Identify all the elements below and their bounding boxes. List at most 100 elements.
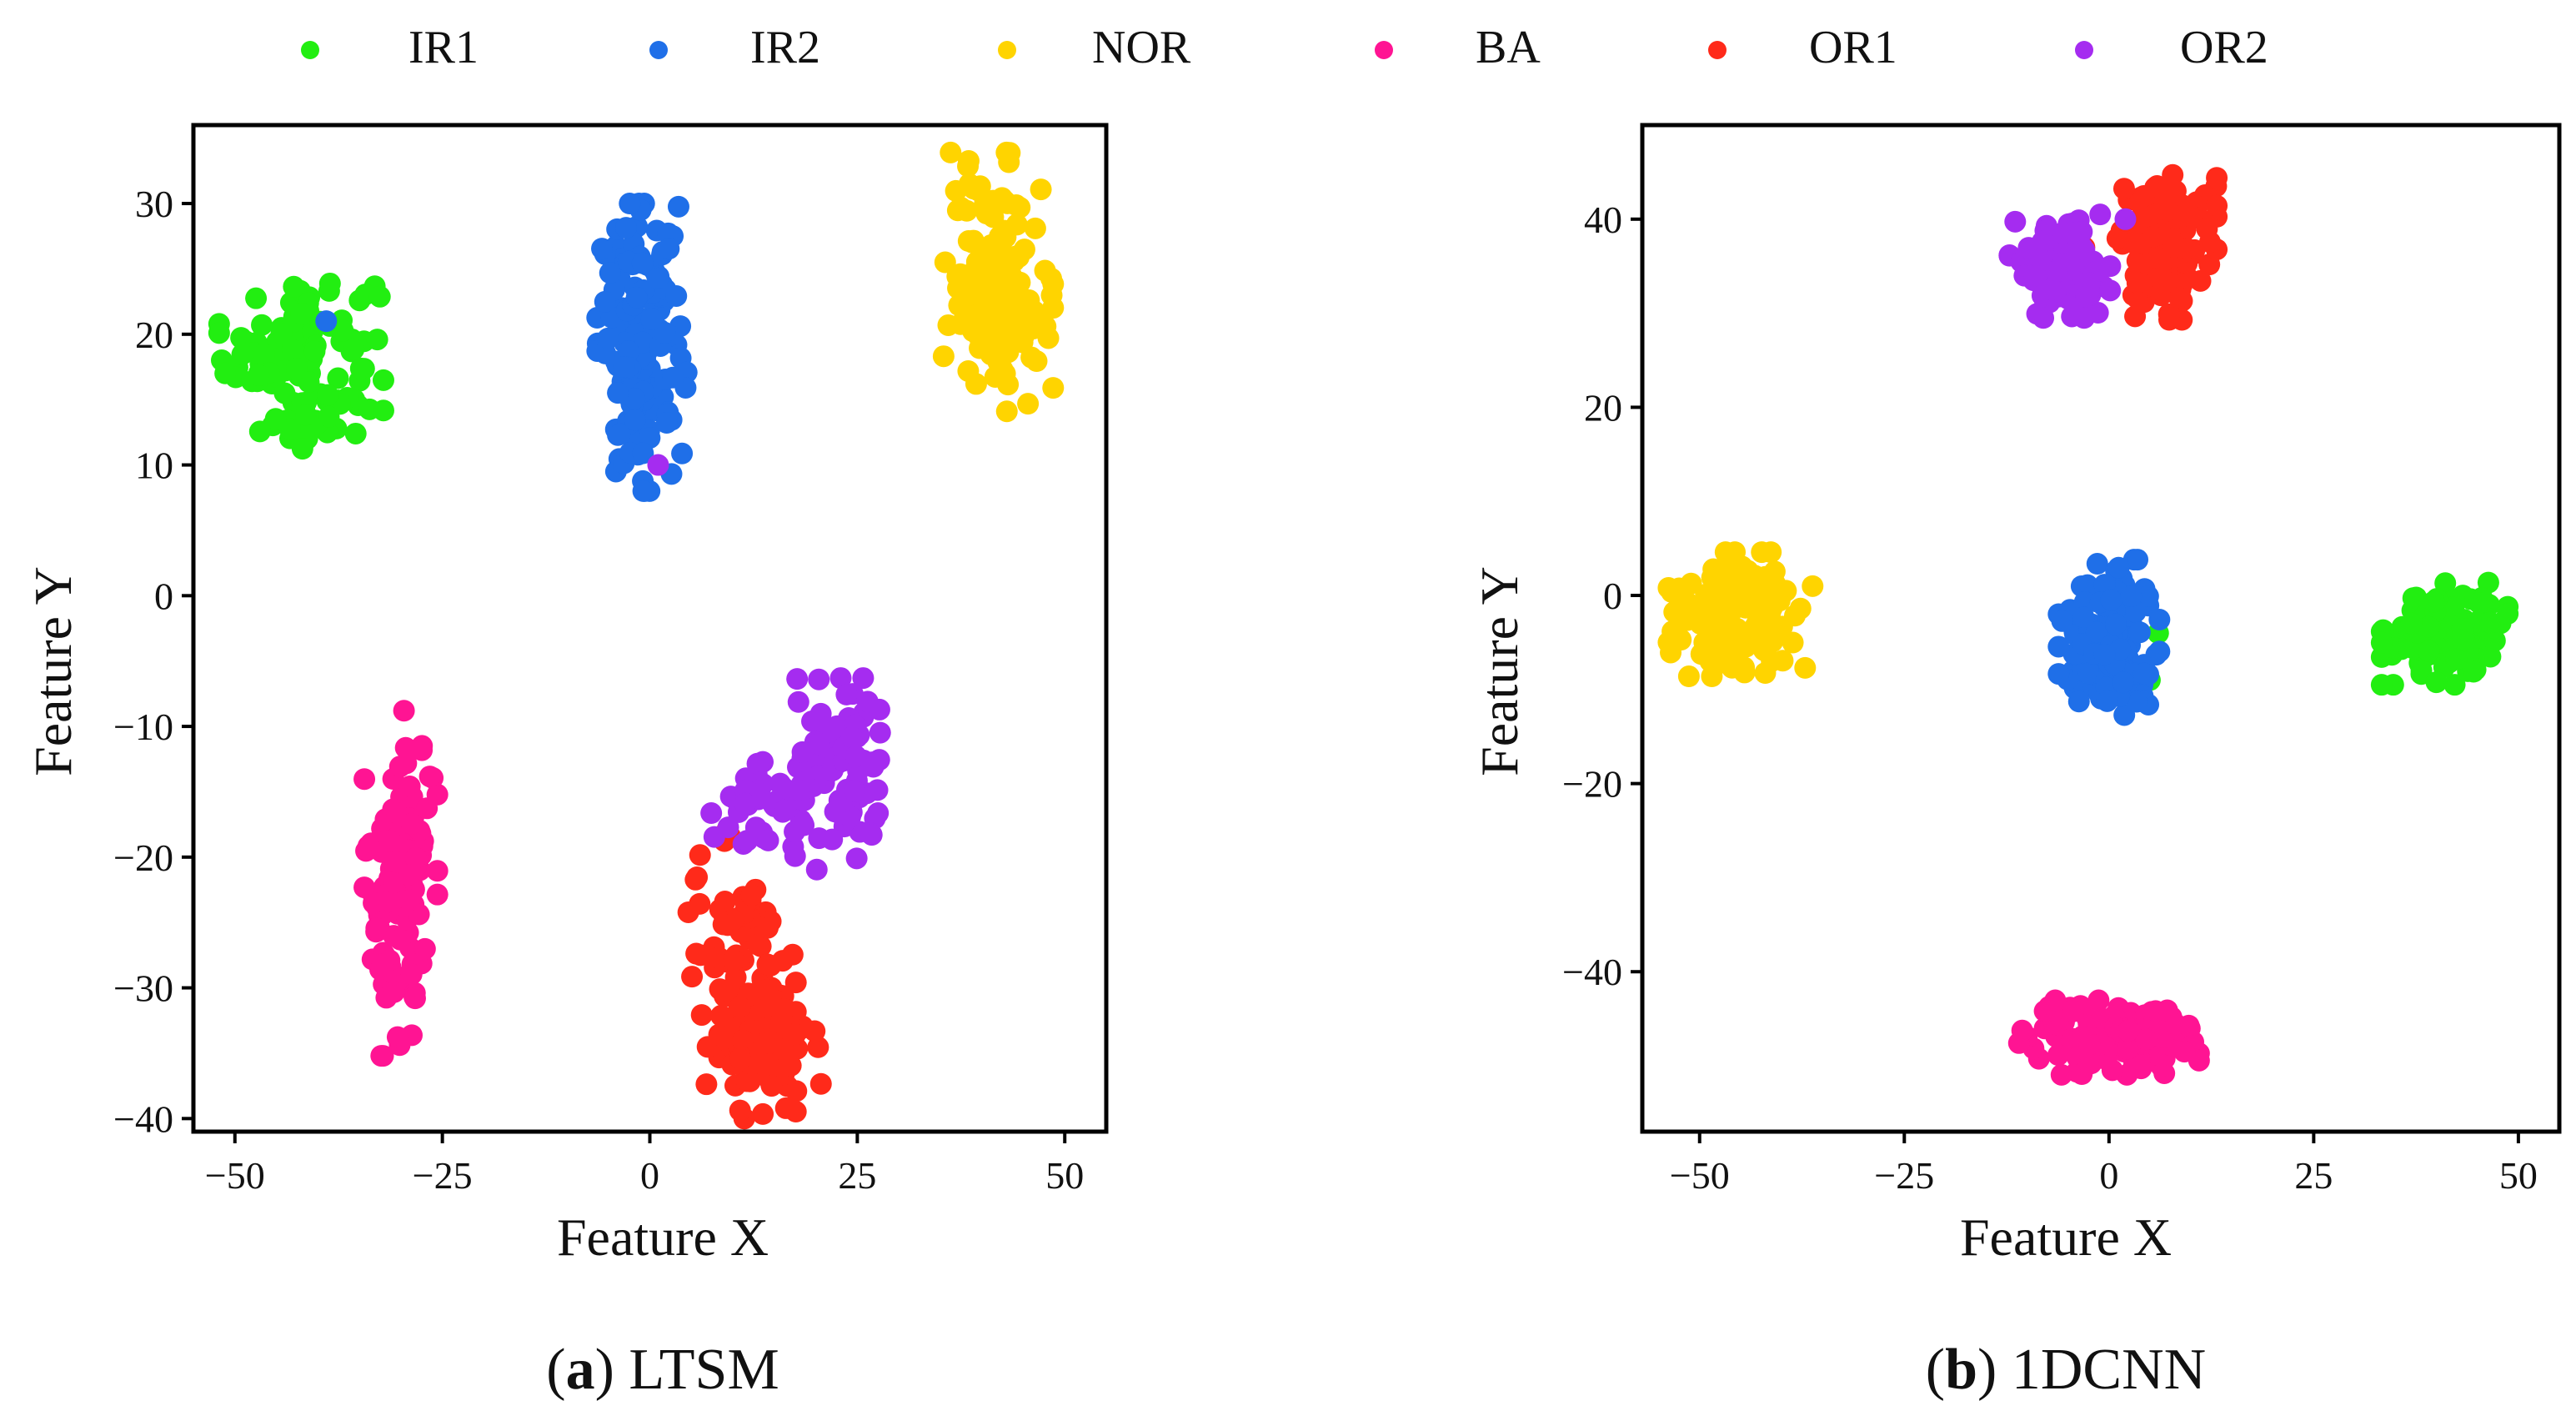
point-or2: [808, 668, 830, 690]
point-or2: [844, 745, 867, 767]
point-ir1: [281, 339, 303, 361]
point-or2: [786, 668, 809, 690]
point-nor: [934, 251, 956, 274]
point-or2: [703, 826, 725, 848]
point-ba: [400, 812, 423, 835]
point-or2-outlier: [647, 454, 669, 476]
point-or2: [784, 821, 806, 843]
point-nor: [1802, 575, 1824, 597]
point-or1: [2148, 247, 2170, 269]
legend-marker-nor: [998, 41, 1016, 59]
point-ba: [365, 917, 388, 940]
point-ir1: [295, 404, 318, 426]
point-or1: [2206, 194, 2228, 217]
point-ir2: [647, 267, 669, 289]
point-ir1: [327, 367, 349, 389]
point-ba: [403, 987, 426, 1010]
chart-a-points: [208, 141, 1065, 1130]
point-or2: [791, 741, 814, 763]
point-or1: [2168, 287, 2191, 309]
legend-marker-or2: [2075, 41, 2093, 59]
point-ir1: [285, 357, 308, 379]
y-tick-label: 0: [154, 575, 173, 617]
legend-item-or1: OR1: [1708, 22, 1897, 73]
point-ba: [416, 797, 439, 820]
point-or2: [852, 667, 875, 690]
point-ir1: [2400, 612, 2423, 635]
point-or1: [809, 1072, 832, 1095]
point-ir1: [343, 338, 365, 360]
point-nor: [946, 199, 969, 222]
point-ir1: [317, 384, 339, 406]
chart-b-caption: (b) 1DCNN: [1926, 1338, 2206, 1402]
point-or2: [825, 715, 848, 737]
point-ir2: [2086, 553, 2108, 575]
point-nor: [1699, 650, 1722, 672]
point-ir1: [2370, 631, 2393, 654]
point-ir2: [640, 308, 663, 330]
point-nor: [1701, 566, 1723, 589]
point-ir2: [2072, 606, 2095, 629]
point-ba: [2071, 1062, 2093, 1085]
point-or1: [708, 1023, 730, 1046]
point-ba: [2117, 1020, 2139, 1042]
point-or1: [690, 1004, 713, 1027]
legend-label-or2: OR2: [2180, 22, 2268, 73]
point-or2: [845, 847, 868, 870]
point-ir2: [591, 238, 614, 260]
point-or1: [785, 1080, 808, 1102]
point-nor: [1040, 284, 1063, 307]
point-or1: [746, 933, 769, 956]
point-ir2: [657, 222, 679, 244]
point-nor: [1754, 662, 1777, 685]
point-or2-outlier: [2114, 208, 2137, 230]
legend-label-nor: NOR: [1092, 22, 1191, 73]
point-nor: [970, 245, 992, 268]
point-nor: [1670, 629, 1692, 651]
point-or1: [2158, 303, 2180, 325]
point-nor: [959, 280, 981, 303]
point-or1: [710, 1005, 733, 1027]
point-ir1: [2497, 603, 2519, 625]
point-ir2: [671, 442, 694, 464]
point-ba: [2047, 1044, 2069, 1067]
point-ir1: [2445, 648, 2468, 670]
point-ir2: [2125, 690, 2148, 713]
point-ir2: [2093, 643, 2116, 665]
point-nor: [1024, 217, 1046, 239]
point-ir2: [2096, 690, 2118, 712]
point-ba: [2173, 1041, 2196, 1063]
point-nor: [995, 141, 1018, 163]
x-tick-label: 25: [838, 1154, 876, 1197]
point-ir1: [2418, 615, 2440, 638]
point-nor: [945, 179, 967, 202]
point-or1: [729, 1099, 751, 1122]
point-ir1: [214, 362, 237, 384]
point-ir2: [2148, 608, 2171, 630]
point-or2: [700, 802, 723, 825]
point-or2: [860, 824, 883, 846]
point-nor: [1730, 579, 1752, 601]
point-or2: [824, 801, 846, 823]
point-ir2: [624, 388, 646, 410]
legend-marker-ir2: [649, 41, 668, 59]
point-ir2: [2077, 662, 2100, 685]
y-tick-label: −10: [113, 705, 173, 748]
point-or2: [867, 802, 890, 825]
point-or2: [869, 721, 891, 744]
x-tick-label: 50: [1045, 1154, 1084, 1197]
point-ir1: [2478, 611, 2501, 634]
chart-b-ylabel: Feature Y: [1470, 566, 1529, 776]
point-ba: [2011, 1019, 2033, 1042]
point-nor: [1677, 665, 1700, 688]
point-or2: [784, 845, 806, 867]
point-nor: [1701, 605, 1724, 628]
point-ir1: [372, 369, 394, 391]
point-or1: [2180, 206, 2203, 228]
point-ir2: [2104, 613, 2127, 635]
point-nor: [946, 265, 969, 288]
point-ir1: [2452, 629, 2474, 651]
chart-a-caption: (a) LTSM: [546, 1338, 779, 1402]
point-ba: [395, 752, 418, 775]
